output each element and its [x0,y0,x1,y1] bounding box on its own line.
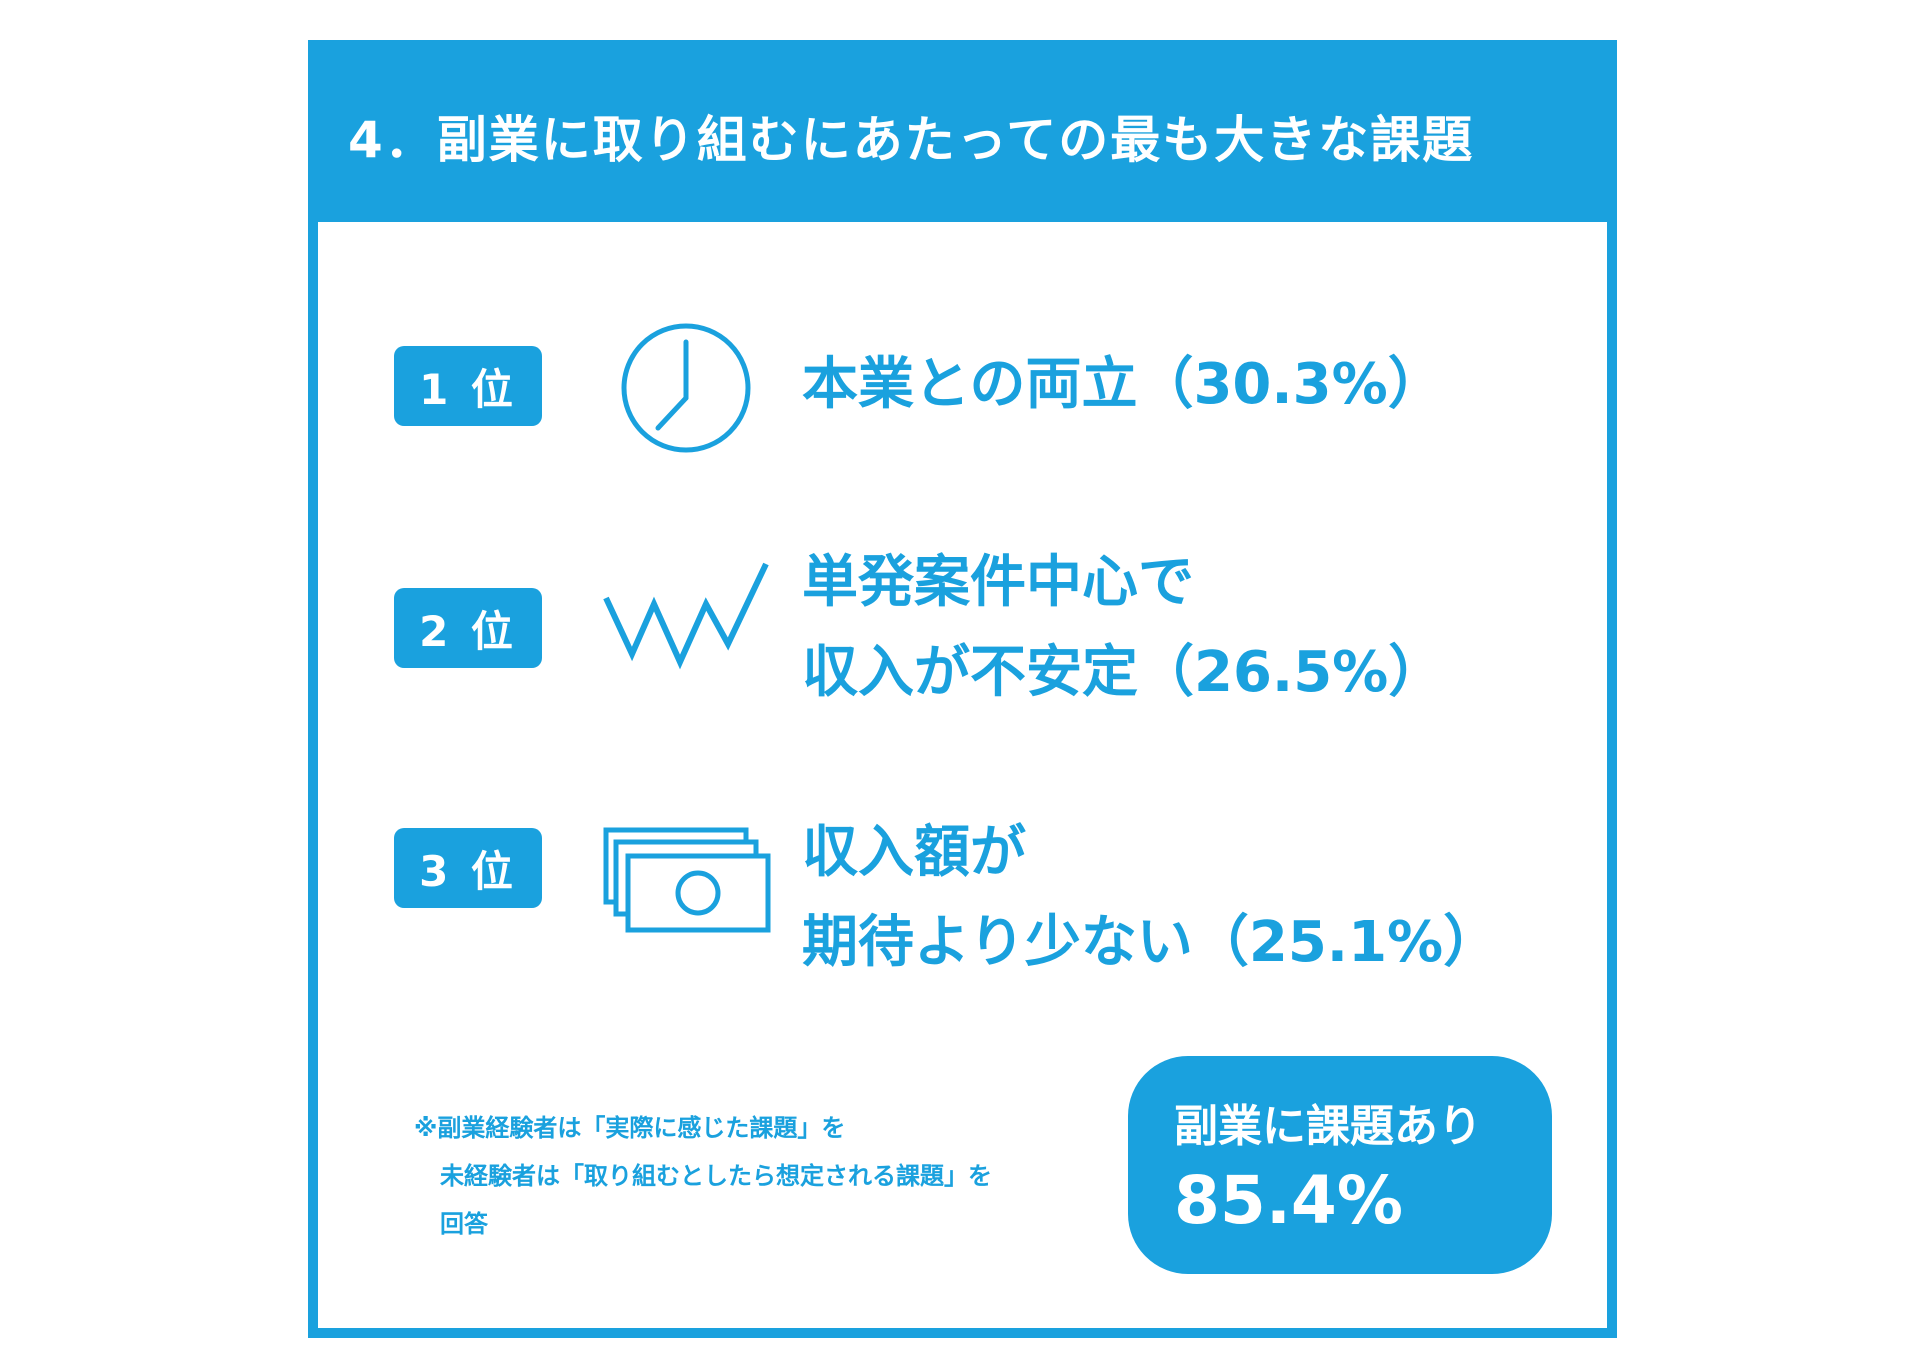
rank-2-line-2: 収入が不安定（26.5%） [802,640,1445,705]
rank-2-line-1: 単発案件中心で [802,550,1194,615]
footnote: ※副業経験者は「実際に感じた課題」を 未経験者は「取り組むとしたら想定される課題… [414,1104,992,1248]
footnote-line-3: 回答 [440,1210,488,1238]
zigzag-icon [602,560,772,670]
rank-3-line-2: 期待より少ない（25.1%） [802,910,1500,975]
summary-value: 85.4% [1174,1162,1403,1239]
rank-badge-1: 1 位 [394,346,542,426]
banknotes-icon [602,826,774,936]
summary-label: 副業に課題あり [1174,1101,1482,1152]
rank-1-line-1: 本業との両立（30.3%） [802,352,1444,417]
page-title: 4．副業に取り組むにあたっての最も大きな課題 [318,50,1607,222]
rank-badge-3: 3 位 [394,828,542,908]
rank-text-3: 収入額が 期待より少ない（25.1%） [802,808,1499,988]
rank-text-1: 本業との両立（30.3%） [802,340,1444,430]
summary-badge: 副業に課題あり 85.4% [1128,1056,1552,1274]
rank-badge-2: 2 位 [394,588,542,668]
clock-icon [620,322,752,454]
infographic-card: 4．副業に取り組むにあたっての最も大きな課題 1 位 本業との両立（30.3%）… [308,40,1617,1338]
footnote-line-1: ※副業経験者は「実際に感じた課題」を [414,1114,846,1142]
rank-text-2: 単発案件中心で 収入が不安定（26.5%） [802,538,1444,718]
footnote-line-2: 未経験者は「取り組むとしたら想定される課題」を [440,1162,992,1190]
rank-3-line-1: 収入額が [802,820,1026,885]
